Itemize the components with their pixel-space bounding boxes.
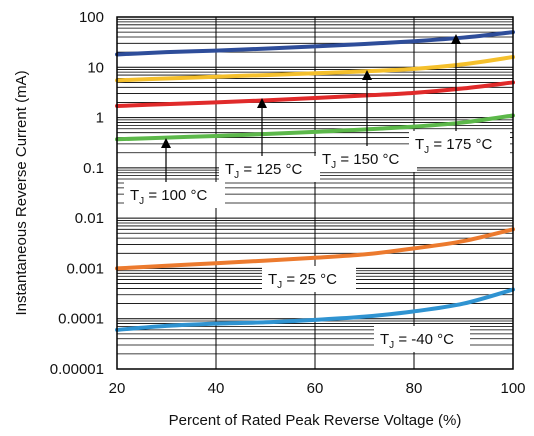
plot-frame — [116, 16, 514, 370]
annotation-label-bg — [219, 156, 320, 182]
series-line-5 — [115, 287, 515, 332]
series-line-2 — [115, 80, 515, 108]
series-line-4 — [115, 227, 515, 271]
x-tick-label: 80 — [406, 380, 423, 397]
y-tick-label: 0.1 — [83, 160, 104, 177]
annotation-label: TJ = 100 °C — [130, 187, 207, 207]
x-axis-label: Percent of Rated Peak Reverse Voltage (%… — [169, 412, 462, 429]
y-tick-label: 1 — [96, 110, 104, 127]
annotation-arrow-head — [451, 34, 461, 44]
annotation-arrow-head — [257, 98, 267, 108]
tick-labels: 20 40 60 80 100 100 10 1 0.1 0.01 0.001 0.0001 0.000… — [50, 9, 526, 397]
y-tick-label: 10 — [87, 59, 104, 76]
series-line-1 — [115, 55, 515, 83]
series-lines — [115, 30, 515, 332]
annotation-label-bg — [316, 146, 417, 172]
y-axis-label: Instantaneous Reverse Current (mA) — [13, 70, 30, 315]
annotations: TJ = 175 °C TJ = 150 °C TJ = 125 °C TJ = 10… — [124, 34, 510, 352]
annotation-label-bg — [124, 182, 225, 208]
y-tick-label: 0.00001 — [50, 361, 104, 378]
annotation-arrow-head — [362, 70, 372, 80]
annotation-label-bg — [374, 326, 470, 352]
series-line-3 — [115, 113, 515, 142]
y-tick-label: 0.0001 — [58, 311, 104, 328]
series-line-0 — [115, 30, 515, 57]
x-tick-label: 100 — [500, 380, 525, 397]
y-tick-label: 0.001 — [66, 260, 104, 277]
annotation-label: TJ = 150 °C — [322, 151, 399, 171]
annotation-label: TJ = 25 °C — [268, 271, 337, 291]
annotation-label-bg — [262, 266, 356, 292]
y-tick-label: 100 — [79, 9, 104, 26]
annotation-label: TJ = 125 °C — [225, 161, 302, 181]
x-tick-label: 20 — [109, 380, 126, 397]
x-tick-label: 60 — [307, 380, 324, 397]
x-tick-label: 40 — [208, 380, 225, 397]
annotation-arrow-head — [161, 138, 171, 148]
annotation-label: TJ = -40 °C — [380, 331, 454, 351]
annotation-label: TJ = 175 °C — [415, 136, 492, 156]
annotation-label-bg — [409, 131, 510, 157]
y-tick-label: 0.01 — [75, 210, 104, 227]
